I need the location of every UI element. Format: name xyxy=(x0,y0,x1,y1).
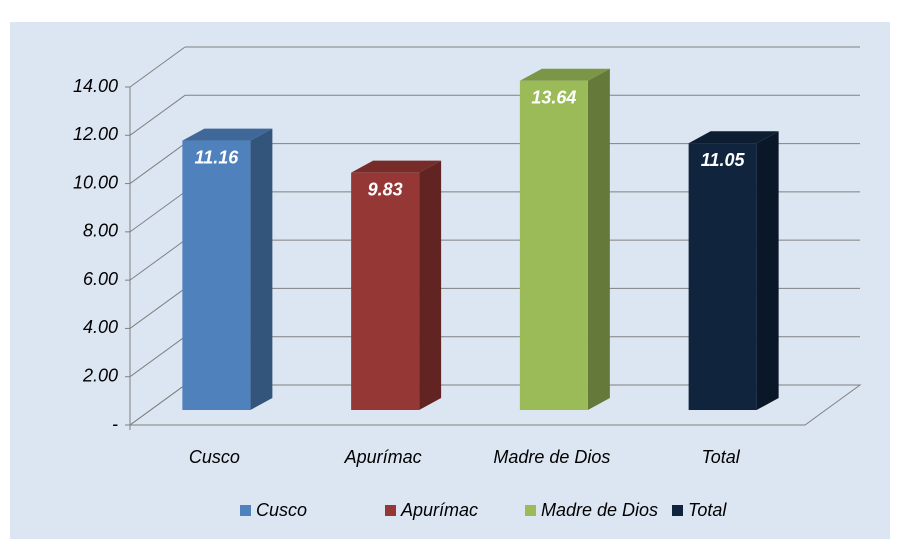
value-label: 11.16 xyxy=(195,147,240,167)
grid-line xyxy=(129,384,186,426)
grid-line xyxy=(129,239,186,281)
bar-top xyxy=(519,68,610,81)
y-tick-label: 2.00 xyxy=(82,365,118,385)
value-label: 11.05 xyxy=(701,150,746,170)
bar-top xyxy=(688,131,779,144)
bar-top xyxy=(351,160,442,173)
bar xyxy=(688,143,757,410)
legend-swatch xyxy=(385,505,396,516)
bar xyxy=(351,172,420,410)
y-tick-label: 6.00 xyxy=(83,269,118,289)
bar xyxy=(182,140,251,410)
grid-line xyxy=(129,46,186,88)
legend-label: Madre de Dios xyxy=(541,500,658,520)
legend-label: Total xyxy=(688,500,727,520)
legend-label: Apurímac xyxy=(400,500,478,520)
value-label: 13.64 xyxy=(531,87,576,107)
y-tick-label: 10.00 xyxy=(73,172,118,192)
legend-swatch xyxy=(525,505,536,516)
legend-label: Cusco xyxy=(256,500,307,520)
grid-line xyxy=(129,288,186,329)
bar-top xyxy=(182,128,273,141)
bar-side xyxy=(250,128,273,410)
x-tick-label: Madre de Dios xyxy=(493,447,610,467)
grid-line xyxy=(129,191,186,233)
grid-line xyxy=(129,143,186,184)
y-tick-label: 14.00 xyxy=(73,76,118,96)
x-tick-label: Apurímac xyxy=(344,447,422,467)
grid-line xyxy=(129,336,186,378)
x-tick-label: Total xyxy=(701,447,740,467)
grid-line xyxy=(129,94,186,136)
value-label: 9.83 xyxy=(368,179,403,199)
bar-side xyxy=(587,68,610,410)
y-tick-label: - xyxy=(112,414,118,434)
x-tick-label: Cusco xyxy=(189,447,240,467)
legend-swatch xyxy=(672,505,683,516)
y-tick-label: 4.00 xyxy=(83,317,118,337)
y-tick-label: 12.00 xyxy=(73,124,118,144)
y-tick-label: 8.00 xyxy=(83,221,118,241)
bar-side xyxy=(756,131,779,410)
bar xyxy=(519,80,588,410)
bar-side xyxy=(419,160,442,410)
legend-swatch xyxy=(240,505,251,516)
